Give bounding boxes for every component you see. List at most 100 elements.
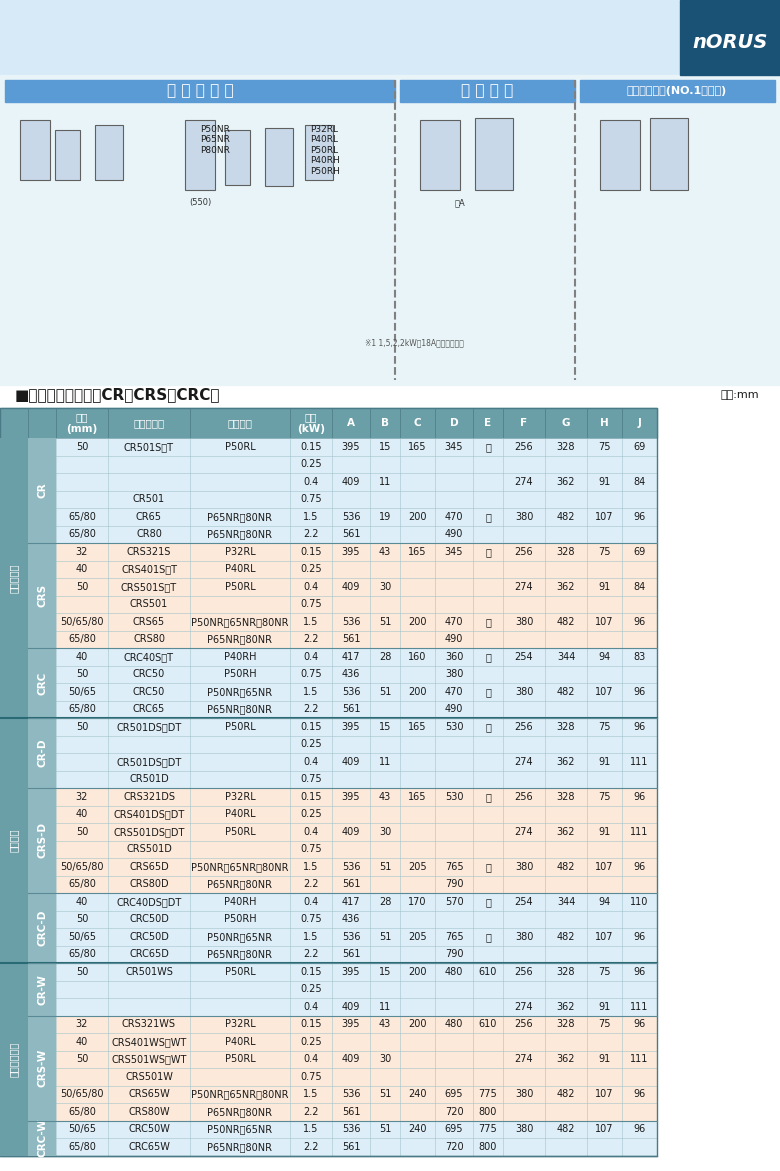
Text: 11: 11 [379,756,391,767]
Text: CRS401WS／WT: CRS401WS／WT [112,1036,186,1047]
Bar [0,526,657,543]
Text: CR-W: CR-W [37,974,47,1005]
Text: CRS65W: CRS65W [128,1089,170,1100]
Text: nORUS: nORUS [693,33,768,52]
Text: 自動交互運転: 自動交互運転 [9,1042,19,1077]
Text: 84: 84 [633,477,646,487]
Text: 165: 165 [408,547,427,556]
Text: 482: 482 [557,1124,576,1135]
Text: 561: 561 [342,635,360,644]
Text: 96: 96 [633,1019,646,1029]
Text: 409: 409 [342,1054,360,1064]
Text: 0.25: 0.25 [300,985,322,994]
Text: 107: 107 [595,932,614,941]
Bar [28,963,56,1015]
Text: 65/80: 65/80 [68,704,96,714]
Text: 50: 50 [76,1054,88,1064]
Text: P40RL: P40RL [225,809,255,820]
Text: 50/65/80: 50/65/80 [60,862,104,871]
Text: 15: 15 [379,721,392,732]
Text: 96: 96 [633,512,646,522]
Text: P65NR／80NR: P65NR／80NR [207,635,272,644]
Text: 50: 50 [76,441,88,452]
Bar [0,927,657,945]
Text: 2.2: 2.2 [303,1107,319,1117]
Text: 561: 561 [342,1107,360,1117]
Text: 380: 380 [515,1089,534,1100]
Text: 口径
(mm): 口径 (mm) [66,412,98,434]
Text: 65/80: 65/80 [68,635,96,644]
Bar [0,456,657,473]
Text: 395: 395 [342,792,360,802]
Bar [0,596,657,612]
Text: 自 動 運 転: 自 動 運 転 [461,83,513,98]
Text: 出力
(kW): 出力 (kW) [297,412,325,434]
Text: 0.75: 0.75 [300,494,322,505]
Text: 自動運転: 自動運転 [9,829,19,852]
Text: 0.4: 0.4 [303,582,318,591]
Text: 205: 205 [408,862,427,871]
Text: 96: 96 [633,686,646,697]
Text: 1.5: 1.5 [303,512,319,522]
Bar [580,80,775,102]
Text: 107: 107 [595,1089,614,1100]
Text: 561: 561 [342,879,360,889]
Text: 40: 40 [76,809,88,820]
Bar [265,128,293,186]
Bar [475,118,513,190]
Bar [0,561,657,578]
Text: 50: 50 [76,721,88,732]
Text: 328: 328 [557,441,576,452]
Text: 200: 200 [408,1019,427,1029]
Text: 165: 165 [408,792,427,802]
Text: 15: 15 [379,441,392,452]
Bar [0,438,28,718]
Text: 240: 240 [408,1089,427,1100]
Text: 328: 328 [557,1019,576,1029]
Text: 561: 561 [342,1142,360,1152]
Text: 345: 345 [445,441,463,452]
Text: 328: 328 [557,967,576,977]
Text: P65NR／80NR: P65NR／80NR [207,1107,272,1117]
Bar [28,718,56,788]
Text: －: － [485,897,491,906]
Text: CRS501D: CRS501D [126,844,172,855]
Text: 165: 165 [408,441,427,452]
Text: CRS501S／T: CRS501S／T [121,582,177,591]
Text: 11: 11 [379,1001,391,1012]
Text: －: － [485,932,491,941]
Text: 自動交互運転(NO.1ポンプ): 自動交互運転(NO.1ポンプ) [627,85,727,96]
Text: 274: 274 [515,477,534,487]
Text: P65NR／80NR: P65NR／80NR [207,512,272,522]
Bar [0,578,657,596]
Text: CRC50: CRC50 [133,670,165,679]
Text: －: － [485,792,491,802]
Bar [95,125,123,180]
Bar [0,665,657,683]
Text: 570: 570 [445,897,463,906]
Text: CR501: CR501 [133,494,165,505]
Text: 0.75: 0.75 [300,774,322,785]
Text: 107: 107 [595,862,614,871]
Text: 345: 345 [445,547,463,556]
Text: 0.75: 0.75 [300,844,322,855]
Text: P65NR／80NR: P65NR／80NR [207,704,272,714]
Text: 91: 91 [598,1054,611,1064]
Bar [600,119,640,190]
Text: P50RL: P50RL [225,1054,255,1064]
Text: 50/65: 50/65 [68,932,96,941]
Text: CRC65D: CRC65D [129,950,169,959]
Text: P32RL: P32RL [225,1019,255,1029]
Text: P50NR／65NR: P50NR／65NR [207,932,272,941]
Text: 1.5: 1.5 [303,862,319,871]
Text: 96: 96 [633,1089,646,1100]
Text: 111: 111 [630,1054,649,1064]
Text: 165: 165 [408,721,427,732]
Bar [0,491,657,508]
Text: 1.5: 1.5 [303,1089,319,1100]
Text: 65/80: 65/80 [68,512,96,522]
Text: 0.4: 0.4 [303,1001,318,1012]
Text: 65/80: 65/80 [68,529,96,540]
Text: 720: 720 [445,1107,463,1117]
Text: 409: 409 [342,477,360,487]
